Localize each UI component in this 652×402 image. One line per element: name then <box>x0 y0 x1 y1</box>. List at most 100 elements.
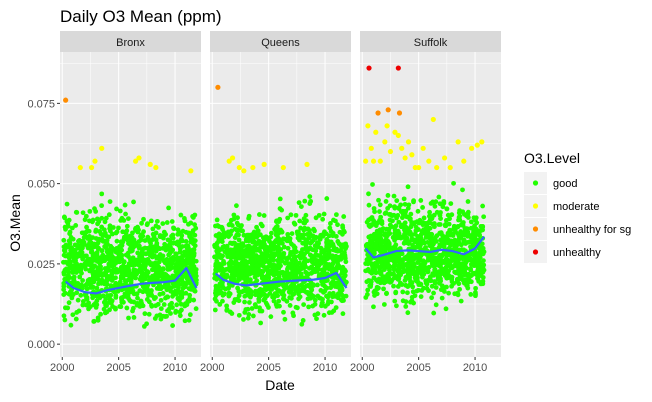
data-point-good <box>441 200 447 206</box>
data-point-good <box>309 265 314 271</box>
data-point-good <box>133 241 139 247</box>
data-point-good <box>320 300 325 306</box>
data-point-good <box>135 295 140 301</box>
data-point-good <box>449 283 454 289</box>
data-point-good <box>131 315 137 320</box>
data-point-good <box>189 253 195 259</box>
data-point-good <box>214 298 219 304</box>
data-point-moderate <box>99 145 105 151</box>
data-point-moderate <box>188 168 194 174</box>
data-point-moderate <box>402 155 408 161</box>
data-point-good <box>448 251 454 257</box>
data-point-moderate <box>455 139 461 145</box>
data-point-good <box>158 306 164 312</box>
data-point-good <box>276 260 282 266</box>
data-point-good <box>376 197 381 203</box>
data-point-good <box>99 215 105 221</box>
data-point-good <box>448 201 454 207</box>
data-point-good <box>332 274 338 280</box>
data-point-good <box>254 224 259 230</box>
data-point-good <box>405 290 410 296</box>
data-point-good <box>150 244 156 250</box>
data-point-good <box>327 291 333 296</box>
data-point-good <box>214 275 219 281</box>
data-point-good <box>154 267 160 273</box>
data-point-good <box>315 282 320 288</box>
data-point-good <box>442 222 448 228</box>
data-point-good <box>125 216 131 222</box>
data-point-good <box>258 320 264 326</box>
data-point-good <box>80 278 85 283</box>
data-point-good <box>273 225 279 230</box>
data-point-good <box>277 206 283 212</box>
data-point-good <box>312 269 318 275</box>
data-point-good <box>139 220 144 226</box>
data-point-good <box>413 272 418 278</box>
data-point-good <box>269 251 275 257</box>
data-point-good <box>328 285 334 291</box>
data-point-good <box>394 229 400 235</box>
data-point-good <box>173 251 179 257</box>
data-point-good <box>186 317 192 323</box>
data-point-moderate <box>241 168 247 174</box>
data-point-good <box>103 215 109 221</box>
data-point-good <box>86 300 92 306</box>
data-point-good <box>397 270 402 276</box>
data-point-good <box>187 292 193 298</box>
data-point-good <box>180 286 186 291</box>
smooth-line <box>364 235 485 259</box>
data-point-good <box>301 232 307 238</box>
data-point-good <box>268 284 274 290</box>
data-point-good <box>82 217 88 223</box>
data-point-good <box>383 199 389 204</box>
data-point-good <box>245 237 251 243</box>
data-point-good <box>148 218 154 224</box>
data-point-good <box>427 209 433 215</box>
data-point-good <box>149 302 154 308</box>
data-point-good <box>86 262 92 268</box>
data-point-good <box>456 217 461 223</box>
x-tick-label: 2000 <box>200 362 224 374</box>
data-point-good <box>75 297 81 303</box>
data-point-moderate <box>261 161 267 167</box>
data-point-good <box>434 257 439 263</box>
data-point-good <box>363 268 369 274</box>
legend-title: O3.Level <box>524 150 580 166</box>
data-point-good <box>370 182 375 187</box>
data-point-good <box>300 247 305 252</box>
data-point-good <box>468 225 474 231</box>
data-point-good <box>107 223 113 229</box>
data-point-good <box>466 275 472 281</box>
data-point-good <box>222 291 227 297</box>
data-point-good <box>267 291 273 296</box>
data-point-good <box>174 256 180 262</box>
data-point-good <box>457 208 463 213</box>
data-point-good <box>145 286 150 292</box>
data-point-good <box>165 294 171 300</box>
series-moderate <box>363 116 485 171</box>
data-point-moderate <box>387 148 394 155</box>
data-point-good <box>311 283 316 288</box>
data-point-good <box>375 256 380 262</box>
data-point-good <box>282 260 288 266</box>
data-point-good <box>85 236 91 241</box>
data-point-good <box>165 282 171 288</box>
data-point-good <box>378 240 384 246</box>
data-point-good <box>480 203 486 209</box>
data-point-good <box>444 206 450 212</box>
data-point-good <box>265 245 271 251</box>
data-point-good <box>288 212 294 218</box>
data-point-good <box>458 298 464 304</box>
data-point-good <box>136 227 141 233</box>
data-point-good <box>325 301 331 307</box>
data-point-good <box>130 248 135 253</box>
data-point-good <box>431 200 436 206</box>
data-point-good <box>184 280 190 285</box>
facet-panel-suffolk: Suffolk 2000 2005 2010 <box>350 31 501 374</box>
data-point-good <box>74 290 80 296</box>
data-point-good <box>69 225 75 231</box>
data-point-good <box>91 318 97 324</box>
data-point-good <box>379 219 385 224</box>
data-point-good <box>412 264 417 269</box>
data-point-good <box>343 293 349 299</box>
